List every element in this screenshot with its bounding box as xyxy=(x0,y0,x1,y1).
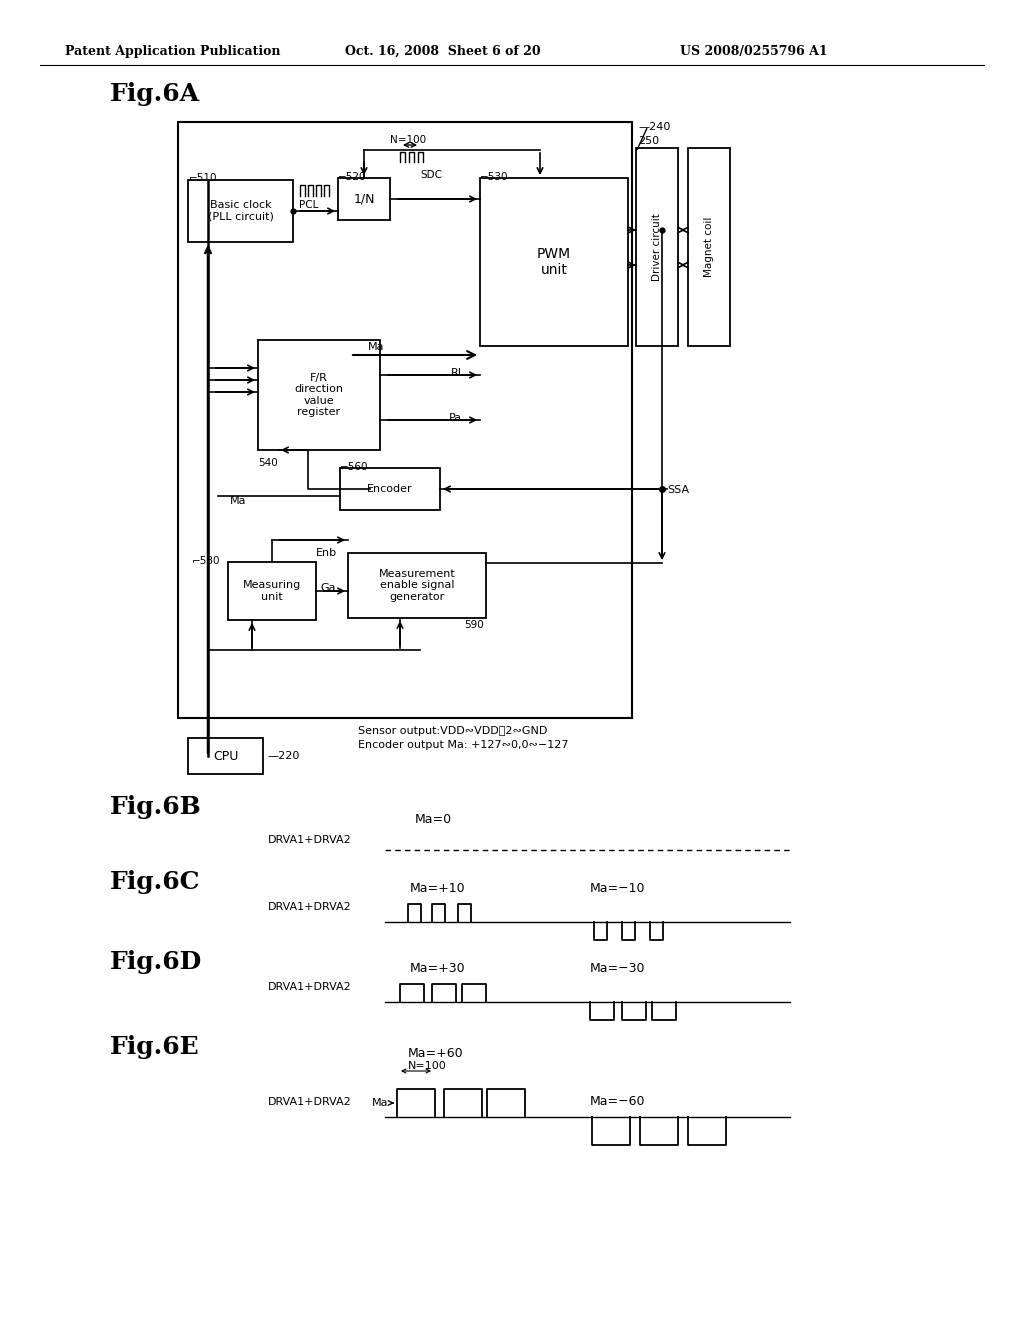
Text: 250: 250 xyxy=(638,136,659,147)
Bar xyxy=(338,178,390,220)
Text: Fig.6E: Fig.6E xyxy=(110,1035,200,1059)
Text: DRVA1+DRVA2: DRVA1+DRVA2 xyxy=(268,1097,352,1107)
Bar xyxy=(340,469,440,510)
Text: 1/N: 1/N xyxy=(353,193,375,206)
Bar xyxy=(636,148,678,346)
Text: Ma=+30: Ma=+30 xyxy=(410,962,466,975)
Text: ⌐530: ⌐530 xyxy=(480,172,509,182)
Text: Ma: Ma xyxy=(368,342,384,352)
Text: SSA: SSA xyxy=(667,484,689,495)
Bar xyxy=(228,562,316,620)
Text: DRVA1+DRVA2: DRVA1+DRVA2 xyxy=(268,902,352,912)
Text: N=100: N=100 xyxy=(408,1061,446,1071)
Bar xyxy=(188,180,293,242)
Text: Ma=+60: Ma=+60 xyxy=(408,1047,464,1060)
Text: Magnet coil: Magnet coil xyxy=(705,216,714,277)
Text: Encoder: Encoder xyxy=(368,484,413,494)
Text: ⌐580: ⌐580 xyxy=(191,556,220,566)
Text: ⌐510: ⌐510 xyxy=(189,173,217,183)
Bar xyxy=(480,178,628,346)
Text: Fig.6A: Fig.6A xyxy=(110,82,200,106)
Bar xyxy=(348,553,486,618)
Text: Measuring
unit: Measuring unit xyxy=(243,581,301,602)
Text: Fig.6D: Fig.6D xyxy=(110,950,203,974)
Text: Oct. 16, 2008  Sheet 6 of 20: Oct. 16, 2008 Sheet 6 of 20 xyxy=(345,45,541,58)
Text: US 2008/0255796 A1: US 2008/0255796 A1 xyxy=(680,45,827,58)
Text: Encoder output Ma: +127∾0,0∾−127: Encoder output Ma: +127∾0,0∾−127 xyxy=(358,741,568,750)
Bar xyxy=(188,738,263,774)
Text: ⌐560: ⌐560 xyxy=(340,462,369,473)
Text: Patent Application Publication: Patent Application Publication xyxy=(65,45,281,58)
Bar xyxy=(178,121,632,718)
Text: F/R
direction
value
register: F/R direction value register xyxy=(295,372,343,417)
Text: Pa: Pa xyxy=(449,413,462,422)
Bar xyxy=(258,341,380,450)
Text: SDC: SDC xyxy=(420,170,442,180)
Text: —240: —240 xyxy=(638,121,671,132)
Text: Measurement
enable signal
generator: Measurement enable signal generator xyxy=(379,569,456,602)
Text: Ma: Ma xyxy=(230,496,247,506)
Text: Ma: Ma xyxy=(372,1098,388,1107)
Text: N=100: N=100 xyxy=(390,135,426,145)
Text: —220: —220 xyxy=(267,751,299,762)
Text: Enb: Enb xyxy=(316,548,337,558)
Text: Fig.6B: Fig.6B xyxy=(110,795,202,818)
Text: RI: RI xyxy=(451,368,462,378)
Text: Fig.6C: Fig.6C xyxy=(110,870,201,894)
Text: Basic clock
(PLL circuit): Basic clock (PLL circuit) xyxy=(208,201,273,222)
Text: PWM
unit: PWM unit xyxy=(537,247,571,277)
Text: Ma=−10: Ma=−10 xyxy=(590,882,645,895)
Text: 590: 590 xyxy=(464,620,484,630)
Text: Ma=+10: Ma=+10 xyxy=(410,882,466,895)
Text: Ga: Ga xyxy=(319,583,336,593)
Text: Sensor output:VDD∾VDD／2∾GND: Sensor output:VDD∾VDD／2∾GND xyxy=(358,726,548,737)
Text: CPU: CPU xyxy=(213,750,239,763)
Text: Ma=−30: Ma=−30 xyxy=(590,962,645,975)
Text: DRVA1+DRVA2: DRVA1+DRVA2 xyxy=(268,982,352,993)
Text: Driver circuit: Driver circuit xyxy=(652,213,662,281)
Text: DRVA1+DRVA2: DRVA1+DRVA2 xyxy=(268,836,352,845)
Text: Ma=−60: Ma=−60 xyxy=(590,1096,645,1107)
Text: ⌐520: ⌐520 xyxy=(338,172,367,182)
Text: 540: 540 xyxy=(258,458,278,469)
Text: PCL: PCL xyxy=(299,201,318,210)
Bar xyxy=(688,148,730,346)
Text: Ma=0: Ma=0 xyxy=(415,813,453,826)
